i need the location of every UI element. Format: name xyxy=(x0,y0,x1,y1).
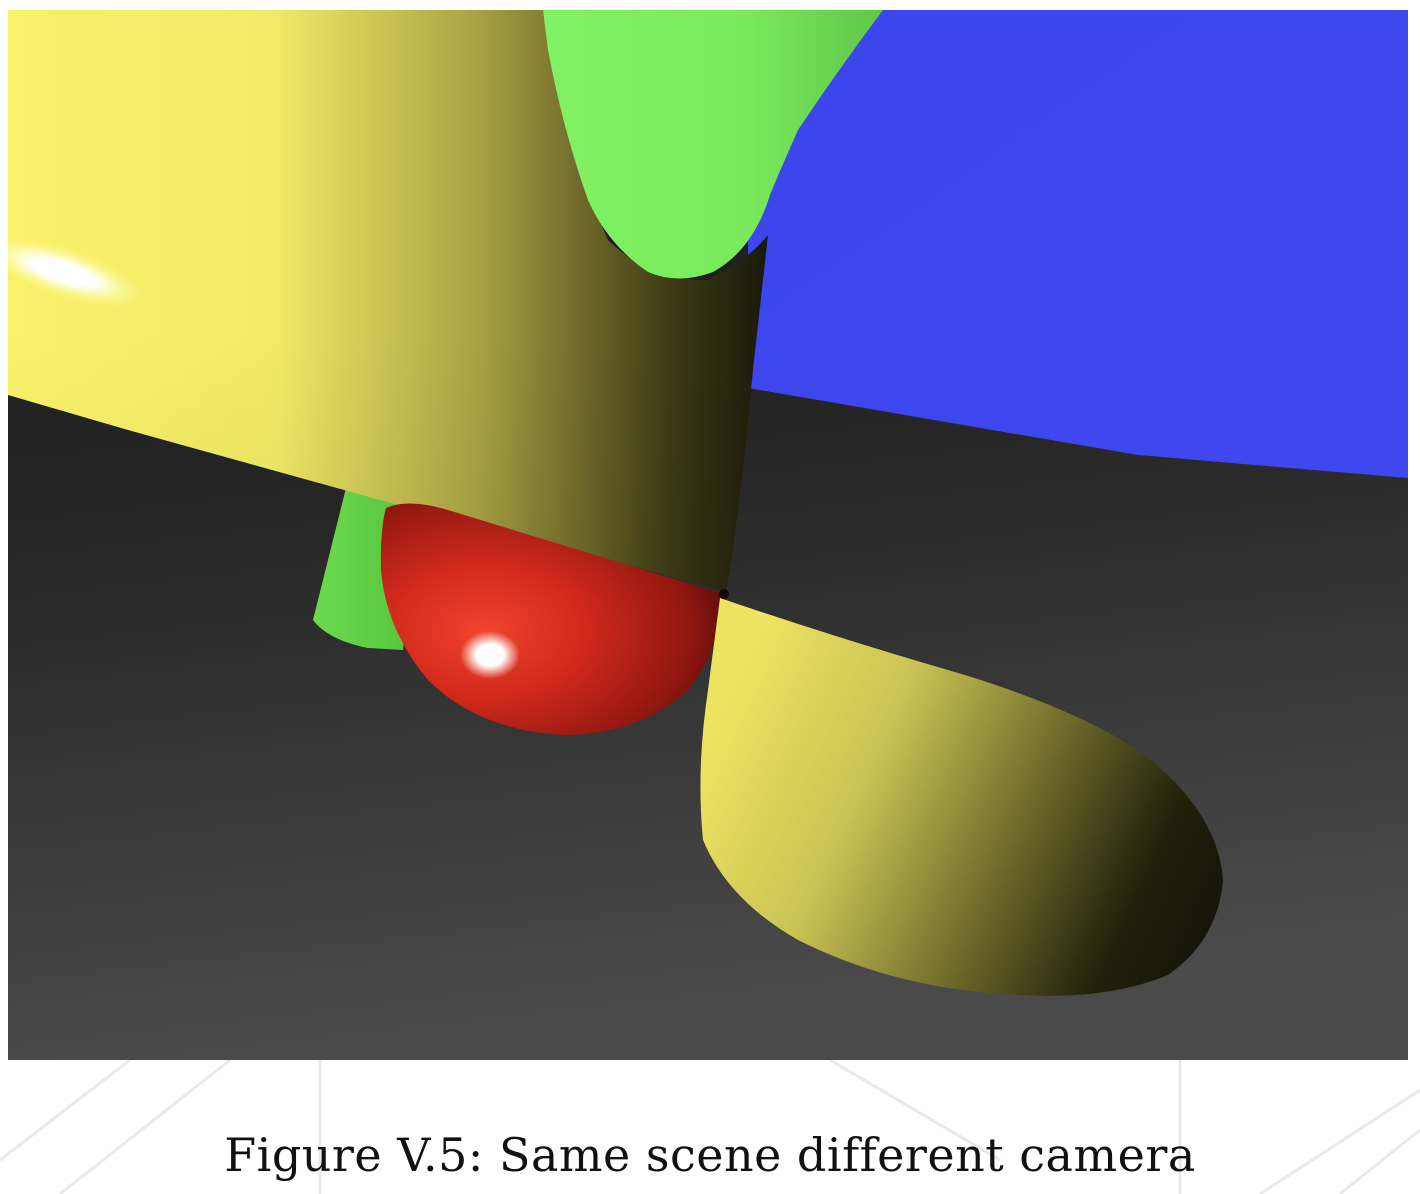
green-cylinder-upper xyxy=(543,10,883,279)
blue-plane xyxy=(748,10,1408,478)
yellow-cone-shading xyxy=(8,10,773,592)
red-sphere xyxy=(380,503,726,735)
figure-caption: Figure V.5: Same scene different camera xyxy=(224,1128,1196,1182)
red-specular-highlight xyxy=(460,631,520,679)
yellow-specular-highlight xyxy=(8,237,145,307)
yellow-cone-lower xyxy=(700,598,1223,996)
raytraced-scene-render xyxy=(8,10,1408,1060)
cone-apex xyxy=(719,589,729,599)
